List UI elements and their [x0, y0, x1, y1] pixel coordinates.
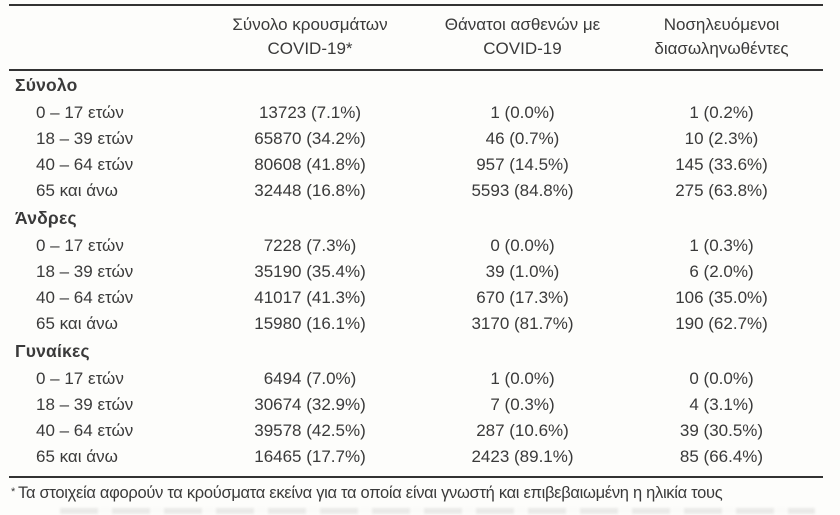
deaths-value: 287 (10.6%) — [476, 421, 569, 440]
table-top-rule — [9, 4, 823, 6]
intubated-value: 1 (0.2%) — [689, 103, 754, 122]
deaths-value: 39 (1.0%) — [485, 262, 560, 281]
group-row-total: Σύνολο — [15, 75, 78, 95]
age-label: 18 – 39 ετών — [36, 129, 134, 148]
col-header-intubated-line1: Νοσηλευόμενοι — [663, 15, 780, 34]
age-label: 40 – 64 ετών — [36, 155, 134, 174]
table-row: 40 – 64 ετών 80608 (41.8%) 957 (14.5%) 1… — [9, 152, 823, 178]
table-row: 65 και άνω 15980 (16.1%) 3170 (81.7%) 19… — [9, 311, 823, 337]
deaths-value: 46 (0.7%) — [485, 129, 560, 148]
col-header-intubated: Νοσηλευόμενοι διασωληνωθέντες — [620, 13, 823, 61]
cases-value: 30674 (32.9%) — [254, 395, 366, 414]
table-row: 18 – 39 ετών 35190 (35.4%) 39 (1.0%) 6 (… — [9, 259, 823, 285]
header-bottom-rule — [9, 69, 823, 71]
age-label: 65 και άνω — [36, 447, 118, 466]
group-row-men: Άνδρες — [15, 208, 77, 228]
intubated-value: 6 (2.0%) — [689, 262, 754, 281]
intubated-value: 1 (0.3%) — [689, 236, 754, 255]
age-label: 0 – 17 ετών — [36, 236, 124, 255]
intubated-value: 0 (0.0%) — [689, 369, 754, 388]
deaths-value: 0 (0.0%) — [490, 236, 555, 255]
cases-value: 32448 (16.8%) — [254, 181, 366, 200]
deaths-value: 1 (0.0%) — [490, 369, 555, 388]
deaths-value: 7 (0.3%) — [490, 395, 555, 414]
cases-value: 7228 (7.3%) — [263, 236, 357, 255]
cases-value: 41017 (41.3%) — [254, 288, 366, 307]
col-header-cases-line2: COVID-19* — [267, 39, 353, 58]
intubated-value: 106 (35.0%) — [675, 288, 768, 307]
footnote-asterisk: * — [11, 486, 15, 498]
age-label: 40 – 64 ετών — [36, 288, 134, 307]
table-row: 40 – 64 ετών 41017 (41.3%) 670 (17.3%) 1… — [9, 285, 823, 311]
intubated-value: 190 (62.7%) — [675, 314, 768, 333]
cases-value: 15980 (16.1%) — [254, 314, 366, 333]
covid-age-distribution-table: Σύνολο κρουσμάτων COVID-19* Θάνατοι ασθε… — [9, 4, 823, 504]
col-header-cases: Σύνολο κρουσμάτων COVID-19* — [195, 13, 425, 61]
cases-value: 65870 (34.2%) — [254, 129, 366, 148]
table-row: 65 και άνω 16465 (17.7%) 2423 (89.1%) 85… — [9, 444, 823, 470]
age-label: 65 και άνω — [36, 181, 118, 200]
intubated-value: 85 (66.4%) — [679, 447, 764, 466]
deaths-value: 670 (17.3%) — [476, 288, 569, 307]
col-header-deaths: Θάνατοι ασθενών με COVID-19 — [425, 13, 620, 61]
intubated-value: 4 (3.1%) — [689, 395, 754, 414]
deaths-value: 957 (14.5%) — [476, 155, 569, 174]
cases-value: 6494 (7.0%) — [263, 369, 357, 388]
age-label: 0 – 17 ετών — [36, 369, 124, 388]
age-label: 40 – 64 ετών — [36, 421, 134, 440]
table-row: 18 – 39 ετών 65870 (34.2%) 46 (0.7%) 10 … — [9, 126, 823, 152]
footnote-text: Τα στοιχεία αφορούν τα κρούσματα εκείνα … — [17, 484, 723, 502]
intubated-value: 10 (2.3%) — [684, 129, 759, 148]
age-label: 18 – 39 ετών — [36, 395, 134, 414]
cases-value: 80608 (41.8%) — [254, 155, 366, 174]
table-header-row: Σύνολο κρουσμάτων COVID-19* Θάνατοι ασθε… — [9, 6, 823, 69]
col-header-cases-line1: Σύνολο κρουσμάτων — [232, 15, 388, 34]
deaths-value: 1 (0.0%) — [490, 103, 555, 122]
table-row: 40 – 64 ετών 39578 (42.5%) 287 (10.6%) 3… — [9, 418, 823, 444]
table-footnote: * Τα στοιχεία αφορούν τα κρούσματα εκείνα… — [9, 478, 823, 504]
table-row: 65 και άνω 32448 (16.8%) 5593 (84.8%) 27… — [9, 178, 823, 204]
cases-value: 13723 (7.1%) — [258, 103, 362, 122]
table-row: 18 – 39 ετών 30674 (32.9%) 7 (0.3%) 4 (3… — [9, 392, 823, 418]
cropped-next-line-artifact — [60, 508, 815, 514]
table-bottom-rule — [9, 476, 823, 478]
col-header-deaths-line2: COVID-19 — [483, 39, 562, 58]
col-header-deaths-line1: Θάνατοι ασθενών με — [444, 15, 601, 34]
intubated-value: 275 (63.8%) — [675, 181, 768, 200]
deaths-value: 2423 (89.1%) — [471, 447, 574, 466]
table-row: 0 – 17 ετών 6494 (7.0%) 1 (0.0%) 0 (0.0%… — [9, 366, 823, 392]
intubated-value: 39 (30.5%) — [679, 421, 764, 440]
table-row: 0 – 17 ετών 7228 (7.3%) 0 (0.0%) 1 (0.3%… — [9, 233, 823, 259]
intubated-value: 145 (33.6%) — [675, 155, 768, 174]
age-label: 0 – 17 ετών — [36, 103, 124, 122]
table-row: 0 – 17 ετών 13723 (7.1%) 1 (0.0%) 1 (0.2… — [9, 100, 823, 126]
age-label: 65 και άνω — [36, 314, 118, 333]
cases-value: 16465 (17.7%) — [254, 447, 366, 466]
deaths-value: 3170 (81.7%) — [471, 314, 574, 333]
col-header-intubated-line2: διασωληνωθέντες — [654, 39, 789, 58]
group-row-women: Γυναίκες — [15, 341, 90, 361]
cases-value: 35190 (35.4%) — [254, 262, 366, 281]
cases-value: 39578 (42.5%) — [254, 421, 366, 440]
age-label: 18 – 39 ετών — [36, 262, 134, 281]
deaths-value: 5593 (84.8%) — [471, 181, 574, 200]
